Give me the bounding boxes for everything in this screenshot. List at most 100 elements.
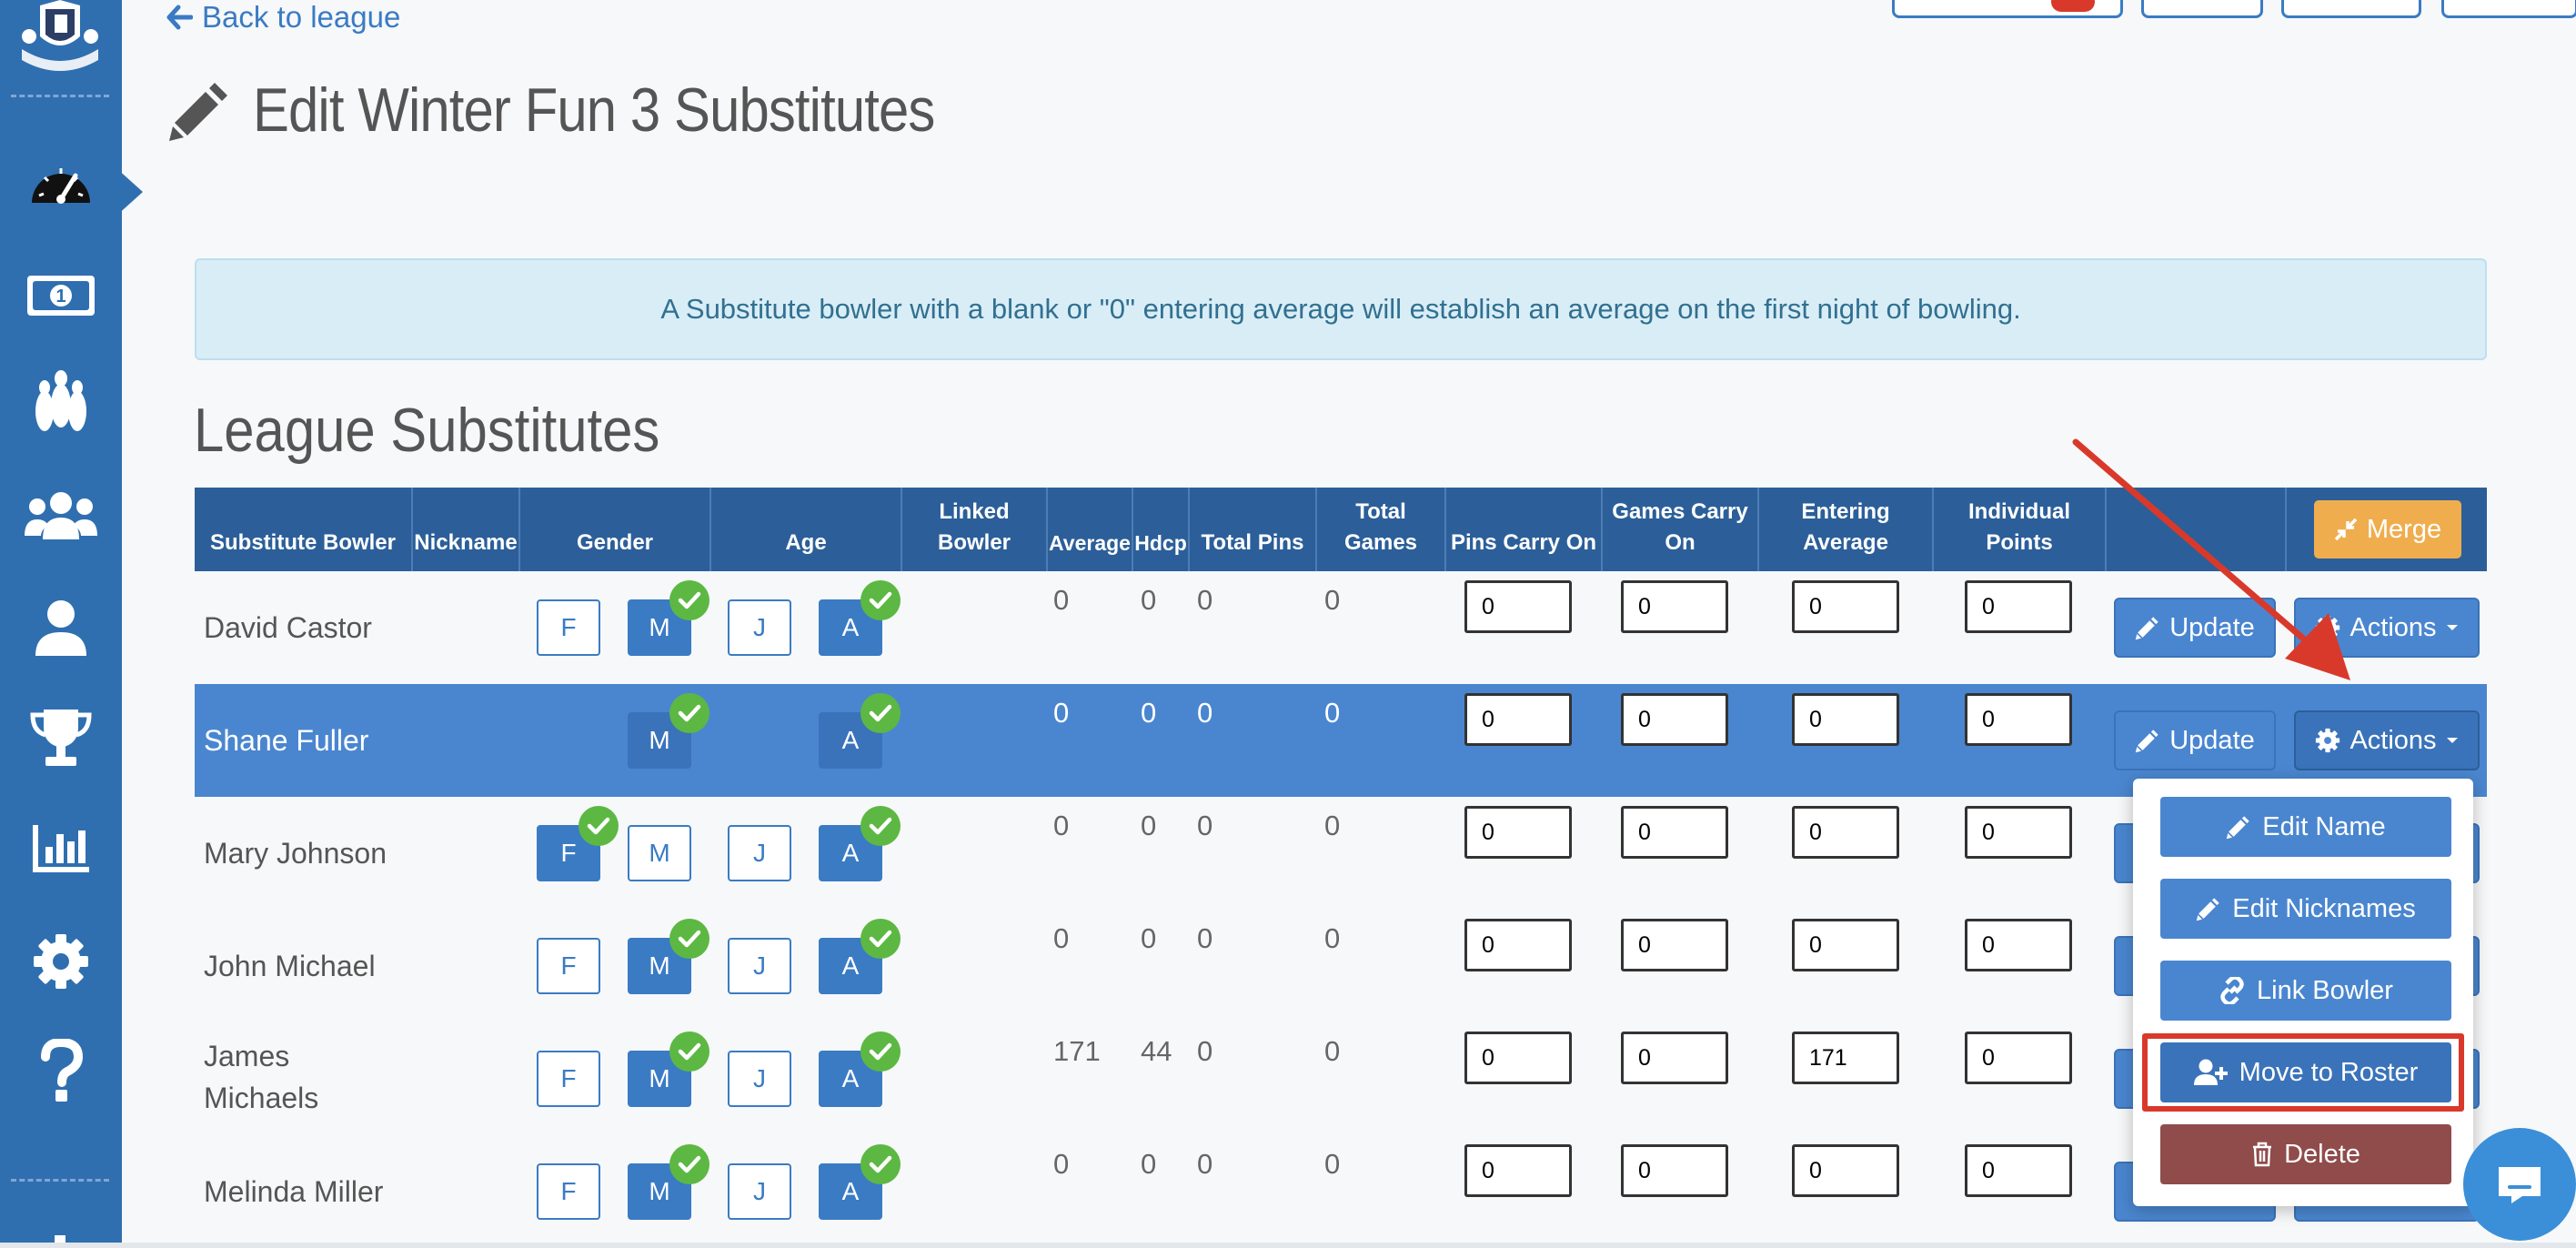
average-value: 0 xyxy=(1053,1148,1070,1180)
sidebar-item-leagues[interactable] xyxy=(15,360,106,442)
check-icon xyxy=(860,919,901,959)
actions-button[interactable]: Actions xyxy=(2294,710,2480,770)
pins-carry-on-input[interactable] xyxy=(1464,693,1572,746)
gender-age-toggle-f[interactable]: F xyxy=(537,938,600,994)
total-pins-value: 0 xyxy=(1197,697,1213,729)
gender-age-toggle-f[interactable]: F xyxy=(537,712,600,769)
menu-item-delete[interactable]: Delete xyxy=(2160,1124,2451,1184)
entering-average-input[interactable] xyxy=(1792,1144,1899,1197)
lobby-button[interactable] xyxy=(2141,0,2263,18)
users-icon xyxy=(25,492,97,539)
page-title: Edit Winter Fun 3 Substitutes xyxy=(167,75,1028,146)
header-pins-carry-on: Pins Carry On xyxy=(1446,488,1603,571)
gender-age-toggle-f[interactable]: F xyxy=(537,599,600,656)
sidebar-divider xyxy=(11,1179,109,1182)
individual-points-input[interactable] xyxy=(1965,1144,2072,1197)
gender-age-toggle-j[interactable]: J xyxy=(728,712,791,769)
pins-carry-on-input[interactable] xyxy=(1464,580,1572,633)
menu-item-label: Move to Roster xyxy=(2239,1057,2419,1087)
entering-average-input[interactable] xyxy=(1792,919,1899,971)
gender-age-toggle-f[interactable]: F xyxy=(537,1163,600,1220)
money-icon: 1 xyxy=(27,276,95,316)
compress-arrows-icon xyxy=(2334,518,2358,541)
notification-badge xyxy=(2051,0,2095,12)
merge-button[interactable]: Merge xyxy=(2314,500,2461,559)
header-average: Average xyxy=(1048,488,1133,571)
sidebar-item-payments[interactable]: 1 xyxy=(15,255,106,337)
games-carry-on-input[interactable] xyxy=(1621,580,1728,633)
gender-age-toggle-f[interactable]: F xyxy=(537,825,600,881)
entering-average-input[interactable] xyxy=(1792,693,1899,746)
games-carry-on-input[interactable] xyxy=(1621,693,1728,746)
update-button[interactable]: Update xyxy=(2114,598,2276,658)
bowler-name: Mary Johnson xyxy=(204,837,387,870)
sidebar-item-help[interactable] xyxy=(15,1030,106,1112)
gender-age-toggle-j[interactable]: J xyxy=(728,1051,791,1107)
header-hdcp: Hdcp xyxy=(1133,488,1190,571)
pins-carry-on-input[interactable] xyxy=(1464,919,1572,971)
alert-text: A Substitute bowler with a blank or "0" … xyxy=(660,293,2021,325)
check-icon xyxy=(860,580,901,620)
games-carry-on-input[interactable] xyxy=(1621,1032,1728,1084)
total-games-value: 0 xyxy=(1324,810,1341,841)
gender-age-toggle-j[interactable]: J xyxy=(728,599,791,656)
individual-points-input[interactable] xyxy=(1965,919,2072,971)
gender-age-toggle-a[interactable]: A xyxy=(819,938,882,994)
search-button[interactable] xyxy=(2441,0,2576,18)
sidebar-divider xyxy=(11,95,109,97)
sidebar-item-settings[interactable] xyxy=(15,921,106,1002)
gender-age-toggle-m[interactable]: M xyxy=(628,825,691,881)
total-games-value: 0 xyxy=(1324,1148,1341,1180)
back-to-league-link[interactable]: Back to league xyxy=(166,0,400,35)
arrow-left-icon xyxy=(166,5,193,30)
games-carry-on-input[interactable] xyxy=(1621,919,1728,971)
update-button[interactable]: Update xyxy=(2114,710,2276,770)
header-age: Age xyxy=(711,488,902,571)
pins-carry-on-input[interactable] xyxy=(1464,806,1572,859)
individual-points-input[interactable] xyxy=(1965,580,2072,633)
games-carry-on-input[interactable] xyxy=(1621,806,1728,859)
gender-age-toggle-j[interactable]: J xyxy=(728,938,791,994)
total-games-value: 0 xyxy=(1324,584,1341,616)
menu-item-move-to-roster[interactable]: Move to Roster xyxy=(2160,1042,2451,1102)
entering-average-input[interactable] xyxy=(1792,806,1899,859)
individual-points-input[interactable] xyxy=(1965,806,2072,859)
check-icon xyxy=(669,1144,709,1184)
total-games-value: 0 xyxy=(1324,1035,1341,1067)
pins-carry-on-input[interactable] xyxy=(1464,1032,1572,1084)
check-icon xyxy=(860,693,901,733)
caret-down-icon xyxy=(2446,625,2458,630)
menu-item-edit-nicknames[interactable]: Edit Nicknames xyxy=(2160,879,2451,939)
check-icon xyxy=(860,1032,901,1072)
gender-age-toggle-m[interactable]: M xyxy=(628,599,691,656)
notifications-button[interactable] xyxy=(1892,0,2123,18)
average-value: 171 xyxy=(1053,1035,1101,1067)
menu-item-link-bowler[interactable]: Link Bowler xyxy=(2160,961,2451,1021)
app-logo[interactable] xyxy=(13,0,107,76)
entering-average-input[interactable] xyxy=(1792,1032,1899,1084)
gender-age-toggle-j[interactable]: J xyxy=(728,825,791,881)
individual-points-input[interactable] xyxy=(1965,1032,2072,1084)
gender-age-toggle-j[interactable]: J xyxy=(728,1163,791,1220)
header-total-pins: Total Pins xyxy=(1190,488,1317,571)
bar-chart-icon xyxy=(33,825,89,872)
sidebar-item-reports[interactable] xyxy=(15,808,106,890)
gender-age-toggle-a[interactable]: A xyxy=(819,599,882,656)
games-carry-on-input[interactable] xyxy=(1621,1144,1728,1197)
sidebar-item-profile[interactable] xyxy=(15,588,106,669)
sidebar-item-awards[interactable] xyxy=(15,697,106,779)
entering-average-input[interactable] xyxy=(1792,580,1899,633)
chat-icon xyxy=(2499,1167,2541,1203)
pins-carry-on-input[interactable] xyxy=(1464,1144,1572,1197)
table-row: Shane FullerFMJA0000UpdateActions xyxy=(195,684,2487,797)
gender-age-toggle-m[interactable]: M xyxy=(628,712,691,769)
gender-age-toggle-f[interactable]: F xyxy=(537,1051,600,1107)
sidebar-item-teams[interactable] xyxy=(15,475,106,557)
average-value: 0 xyxy=(1053,810,1070,841)
sidebar-item-dashboard[interactable] xyxy=(15,144,143,226)
individual-points-input[interactable] xyxy=(1965,693,2072,746)
chat-launcher-button[interactable] xyxy=(2463,1128,2576,1241)
bowler-name: Melinda Miller xyxy=(204,1175,384,1208)
menu-item-edit-name[interactable]: Edit Name xyxy=(2160,797,2451,857)
create-button[interactable] xyxy=(2281,0,2421,18)
